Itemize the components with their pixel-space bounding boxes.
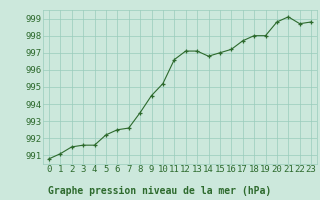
Text: Graphe pression niveau de la mer (hPa): Graphe pression niveau de la mer (hPa) xyxy=(48,186,272,196)
